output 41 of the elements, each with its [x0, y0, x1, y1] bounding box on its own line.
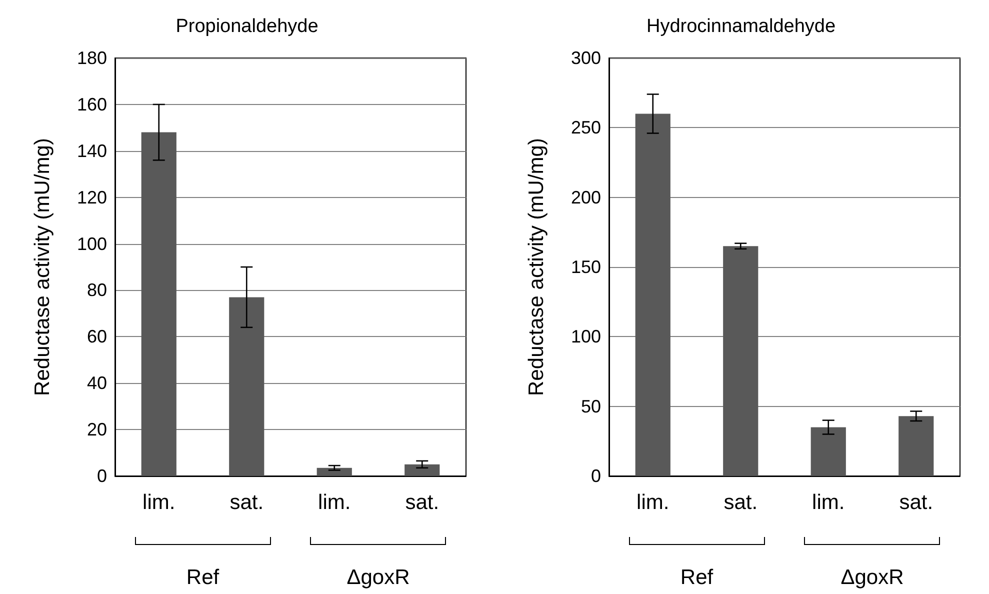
text: Ref	[185, 566, 220, 590]
x-tick-label: sat.	[230, 491, 264, 514]
bar	[404, 464, 440, 476]
y-axis-title: Reductase activity (mU/mg)	[31, 138, 54, 396]
x-tick-label: sat.	[724, 491, 758, 514]
y-tick-label: 0	[96, 466, 107, 486]
y-tick-label: 250	[570, 118, 601, 138]
bar	[723, 246, 758, 476]
y-tick-label: 40	[86, 373, 107, 394]
y-tick-label: 180	[76, 48, 107, 68]
y-tick-label: 200	[570, 187, 601, 208]
y-tick-label: 20	[86, 420, 107, 440]
x-tick-label: lim.	[812, 491, 845, 514]
bar	[229, 297, 264, 476]
bar	[316, 468, 352, 476]
text: ΔgoxR	[840, 566, 905, 590]
bar	[810, 427, 846, 476]
x-tick-label: sat.	[899, 491, 934, 514]
y-tick-label: 50	[580, 396, 601, 416]
y-tick-label: 100	[570, 326, 601, 347]
y-tick-label: 100	[76, 234, 107, 254]
y-tick-label: 80	[86, 280, 107, 300]
bar	[898, 416, 934, 476]
y-tick-label: 300	[570, 48, 601, 68]
y-tick-label: 0	[590, 466, 601, 486]
text: Ref	[679, 566, 714, 590]
text: ΔgoxR	[346, 566, 411, 590]
y-tick-label: 160	[76, 94, 107, 114]
x-tick-label: lim.	[636, 491, 670, 514]
y-axis-title: Reductase activity (mU/mg)	[525, 138, 548, 396]
y-tick-label: 150	[570, 257, 601, 277]
x-tick-label: lim.	[142, 491, 176, 514]
chart-title: Hydrocinnamaldehyde	[646, 16, 836, 37]
bar	[141, 132, 176, 476]
chart-title: Propionaldehyde	[176, 16, 318, 37]
y-tick-label: 140	[76, 140, 107, 161]
x-tick-label: sat.	[405, 491, 440, 514]
y-tick-label: 120	[76, 187, 107, 208]
x-tick-label: lim.	[318, 491, 351, 514]
y-tick-label: 60	[86, 326, 107, 347]
bar	[635, 114, 670, 476]
